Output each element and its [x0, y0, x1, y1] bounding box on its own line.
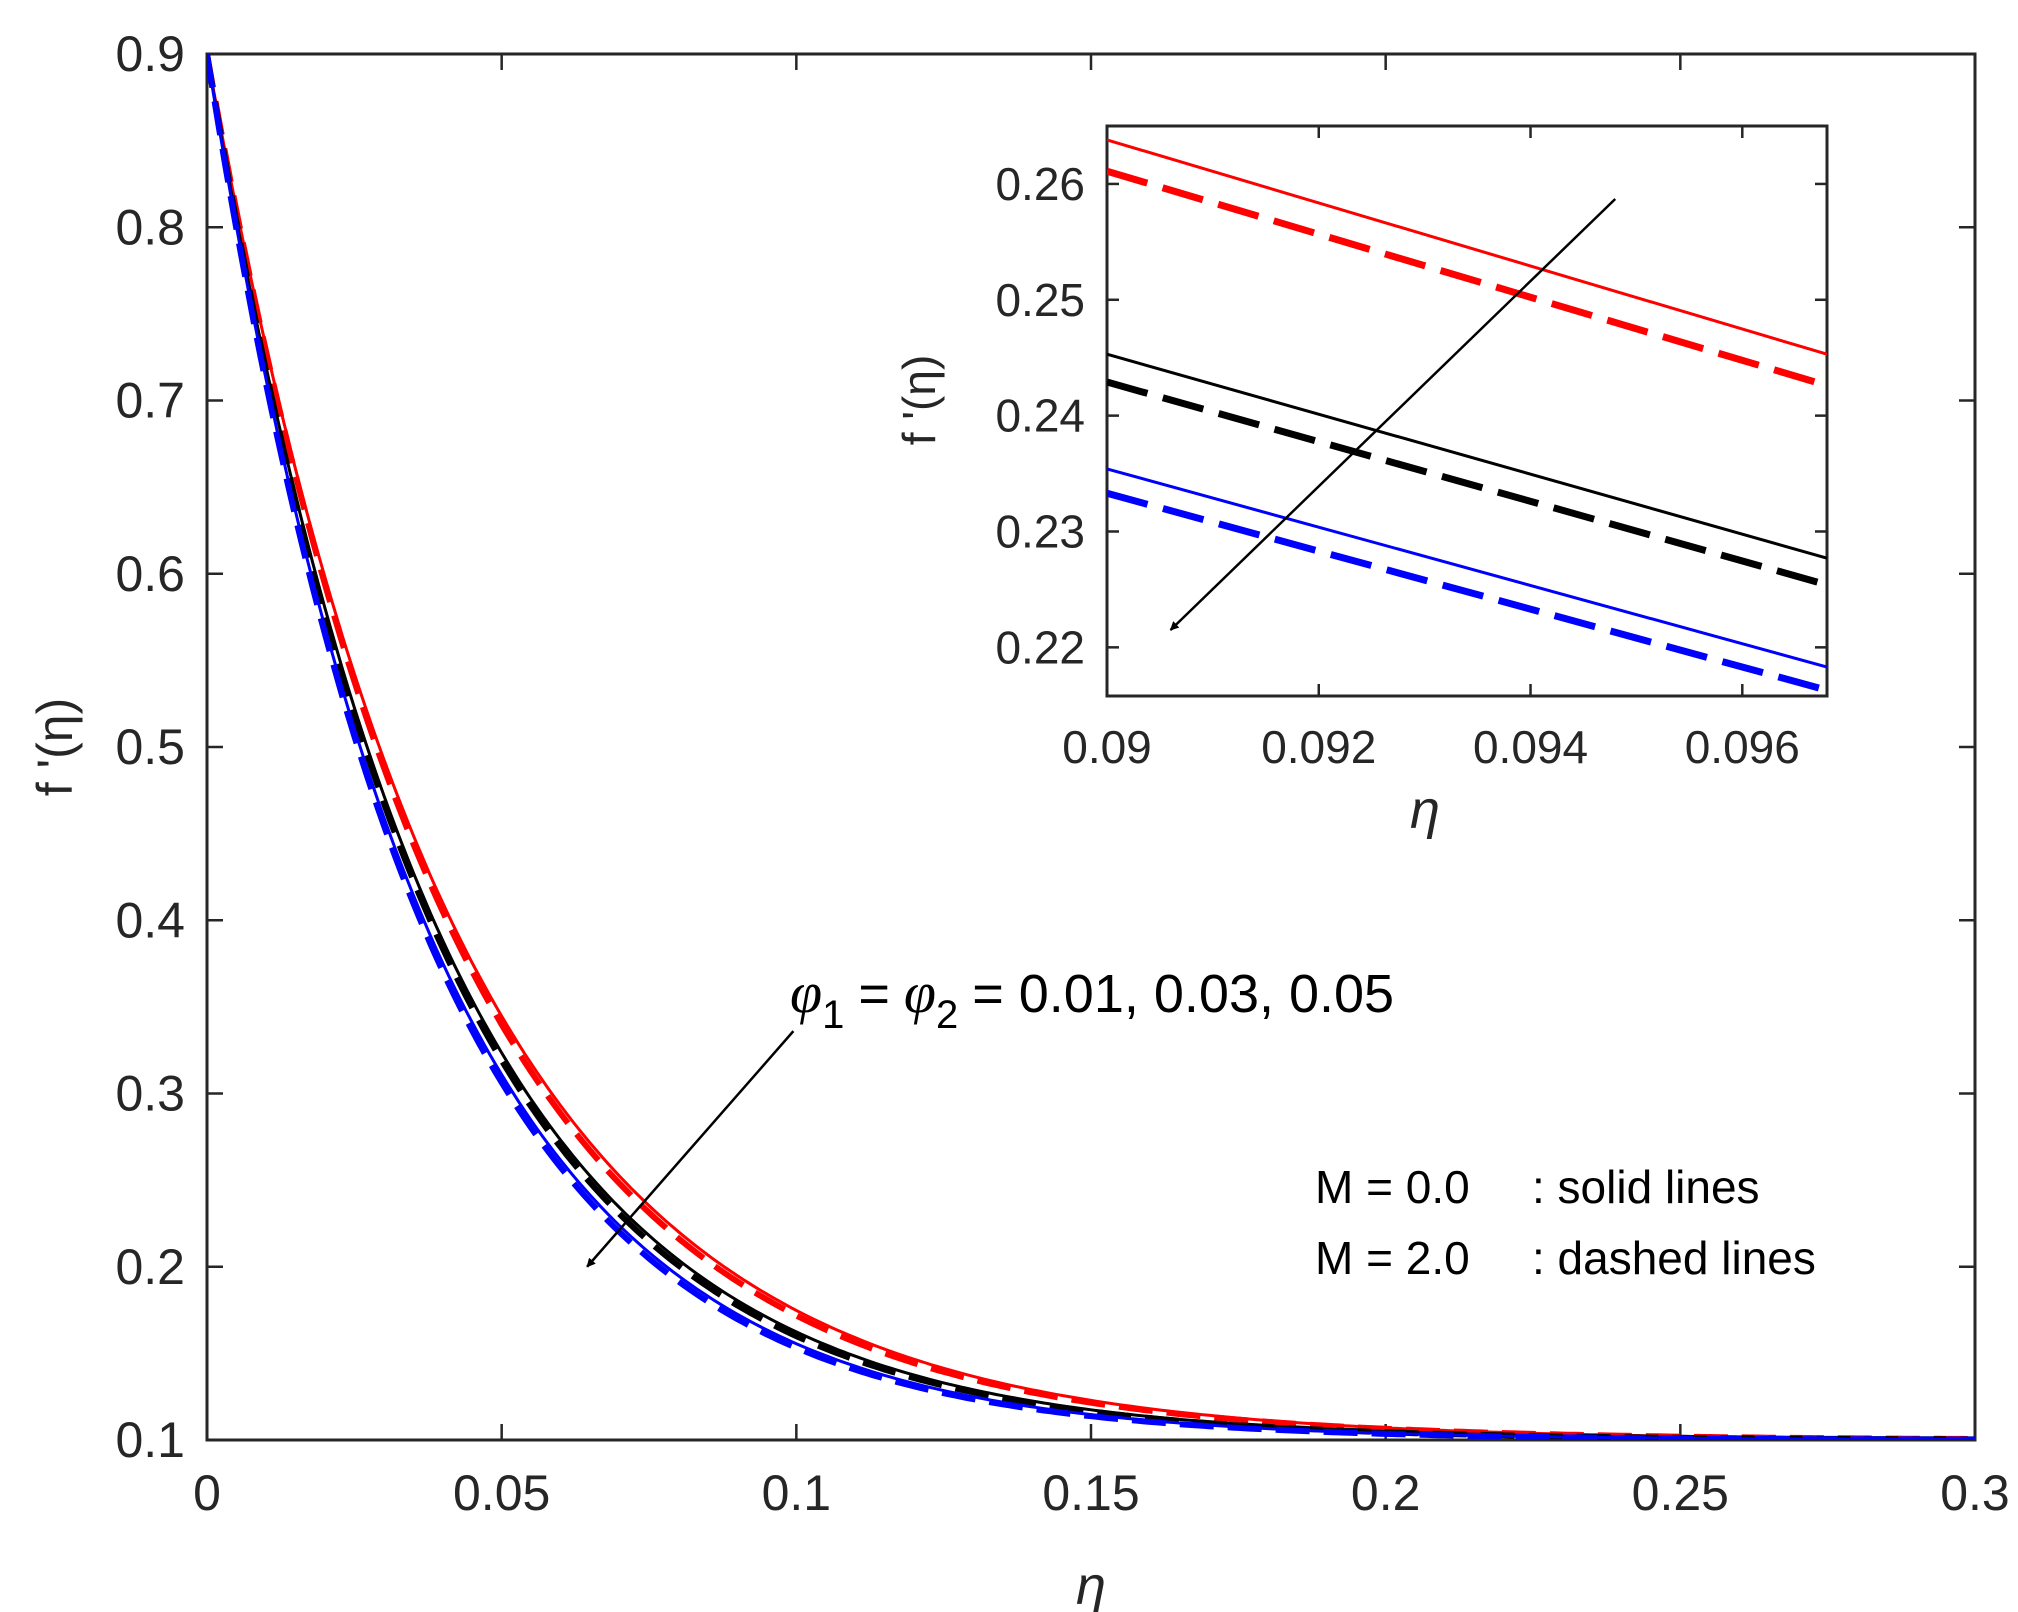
main-x-tick-label: 0.25 — [1632, 1465, 1729, 1521]
main-x-tick-label: 0.2 — [1351, 1465, 1421, 1521]
phi-values: = 0.01, 0.03, 0.05 — [972, 964, 1394, 1024]
inset-y-tick-label: 0.26 — [995, 158, 1085, 210]
inset-y-tick-label: 0.23 — [995, 505, 1085, 557]
inset-y-axis-label: f '(η) — [893, 355, 945, 446]
inset-y-ticks: 0.22 0.23 0.24 0.25 0.26 — [995, 158, 1827, 673]
inset-series-group — [1107, 138, 1827, 694]
main-y-tick-label: 0.8 — [115, 199, 185, 255]
main-x-tick-label: 0 — [193, 1465, 221, 1521]
main-y-tick-label: 0.7 — [115, 373, 185, 429]
inset-x-tick-label: 0.09 — [1062, 721, 1152, 773]
main-x-tick-label: 0.05 — [453, 1465, 550, 1521]
inset-series-line — [1107, 352, 1827, 560]
main-y-tick-label: 0.5 — [115, 719, 185, 775]
legend-solid-label: M = 0.0 — [1315, 1161, 1470, 1213]
main-series-group — [207, 54, 1975, 1440]
inset-y-tick-label: 0.24 — [995, 390, 1085, 442]
inset-y-tick-label: 0.22 — [995, 621, 1085, 673]
svg-text:φ1=φ2= 0.01, 0.03, 0.05: φ1 = φ2 = 0.01, 0.03, 0.05 — [790, 960, 1394, 1037]
inset-series-line — [1107, 467, 1827, 669]
inset-series-line — [1107, 378, 1827, 589]
phi-increase-arrow — [586, 1030, 795, 1268]
inset-y-tick-label: 0.25 — [995, 274, 1085, 326]
inset-phi-increase-arrow — [1169, 198, 1617, 631]
phi1-symbol: φ — [790, 960, 822, 1025]
legend-solid-desc: : solid lines — [1532, 1161, 1760, 1213]
main-series-line — [207, 54, 1975, 1440]
inset-axes-frame — [1105, 124, 1829, 698]
main-y-axis-label: f '(η) — [27, 698, 83, 796]
line-style-legend: M = 0.0 : solid lines M = 2.0 : dashed l… — [1315, 1161, 1816, 1284]
main-y-tick-label: 0.2 — [115, 1239, 185, 1295]
main-x-tick-label: 0.3 — [1940, 1465, 2010, 1521]
main-y-tick-label: 0.1 — [115, 1412, 185, 1468]
main-x-tick-label: 0.15 — [1042, 1465, 1139, 1521]
main-y-tick-label: 0.4 — [115, 892, 185, 948]
inset-x-tick-label: 0.096 — [1685, 721, 1800, 773]
inset-x-tick-label: 0.094 — [1473, 721, 1588, 773]
phi1-subscript: 1 — [822, 993, 844, 1037]
phi2-subscript: 2 — [936, 993, 958, 1037]
legend-dashed-label: M = 2.0 — [1315, 1232, 1470, 1284]
phi2-symbol: φ — [904, 960, 936, 1025]
main-y-tick-label: 0.9 — [115, 26, 185, 82]
inset-series-line — [1107, 489, 1827, 694]
main-x-axis-label: η — [1076, 1556, 1106, 1612]
main-x-ticks: 0 0.05 0.1 0.15 0.2 0.25 0.3 — [193, 54, 2010, 1521]
main-series-line — [207, 54, 1975, 1440]
legend-dashed-desc: : dashed lines — [1532, 1232, 1816, 1284]
inset-plot: 0.09 0.092 0.094 0.096 0.22 0.23 0.24 0.25 0.26… — [893, 124, 1829, 840]
phi-equals: = — [858, 964, 890, 1024]
main-x-tick-label: 0.1 — [762, 1465, 832, 1521]
phi-annotation: φ1 = φ2 = 0.01, 0.03, 0.05 — [586, 960, 1394, 1268]
inset-x-tick-label: 0.092 — [1261, 721, 1376, 773]
inset-series-line — [1107, 167, 1827, 389]
main-y-ticks: 0.1 0.2 0.3 0.4 0.5 0.6 0.7 0.8 0.9 — [115, 26, 1975, 1468]
main-y-tick-label: 0.3 — [115, 1066, 185, 1122]
inset-x-axis-label: η — [1410, 780, 1440, 840]
inset-x-ticks: 0.09 0.092 0.094 0.096 — [1062, 126, 1800, 773]
inset-series-line — [1107, 138, 1827, 356]
main-y-tick-label: 0.6 — [115, 546, 185, 602]
